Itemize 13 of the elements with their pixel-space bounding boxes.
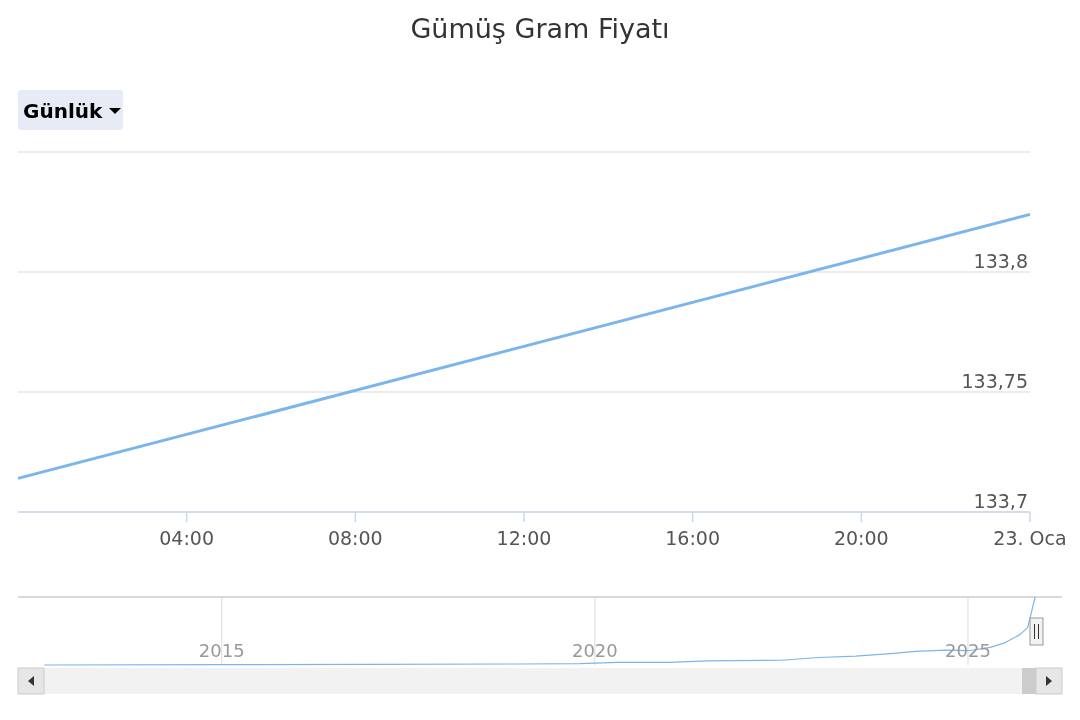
text: Günlük [23, 99, 103, 123]
x-tick-label: 20:00 [833, 527, 889, 549]
y-tick-label: 133,8 [973, 250, 1028, 272]
x-tick-label: 23. Oca [993, 527, 1067, 549]
x-tick-label: 2020 [571, 640, 618, 661]
x-tick-label: 12:00 [496, 527, 552, 549]
chart-title: Gümüş Gram Fiyatı [410, 13, 670, 44]
x-tick-label: 04:00 [159, 527, 215, 549]
y-tick-label: 133,75 [961, 370, 1028, 392]
x-tick-label: 16:00 [665, 527, 721, 549]
y-tick-label: 133,7 [973, 490, 1028, 512]
x-tick-label: 08:00 [327, 527, 383, 549]
x-tick-label: 2015 [198, 640, 245, 661]
